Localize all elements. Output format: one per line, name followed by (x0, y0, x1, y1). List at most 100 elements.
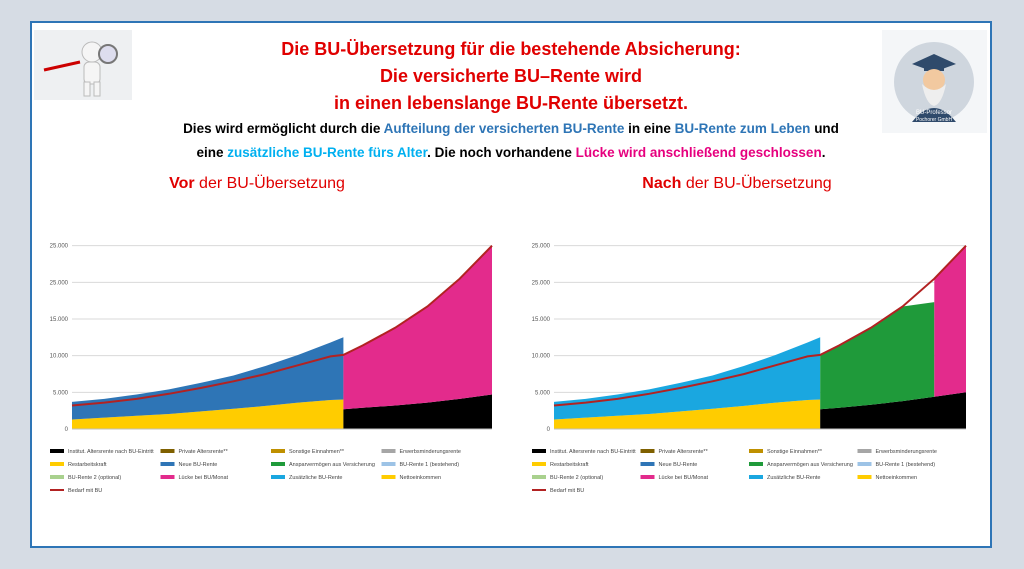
legend-swatch (640, 449, 655, 453)
y-axis: 0 5.000 10.000 15.000 25.000 25.000 (532, 244, 551, 433)
line-bedarf-mit-bu (553, 245, 967, 407)
area-black (820, 392, 966, 429)
y-axis: 0 5.000 10.000 15.000 25.000 25.000 (50, 244, 69, 433)
slide-frame: BU-Professor Pochorer GmbH Die BU-Überse… (30, 21, 992, 548)
legend-swatch (381, 475, 396, 479)
y-tick-label: 10.000 (532, 354, 551, 360)
legend-label: Restarbeitskraft (68, 462, 107, 468)
area-black (343, 394, 492, 429)
legend-swatch (749, 462, 763, 466)
y-tick-label: 5.000 (535, 390, 551, 396)
legend-swatch (381, 449, 396, 453)
legend-label: Lücke bei BU/Monat (659, 475, 709, 481)
panel-title-after: Nach der BU-Übersetzung (552, 175, 922, 193)
legend-swatch (640, 475, 655, 479)
legend-label: Neue BU-Rente (179, 462, 218, 468)
legend-swatch (50, 475, 64, 479)
sub2-e: . (821, 145, 826, 160)
y-tick-label: 25.000 (50, 244, 69, 250)
sub1-d: BU-Rente zum Leben (674, 121, 811, 136)
legend-swatch (50, 449, 64, 453)
area-pink (934, 245, 966, 397)
y-tick-label: 15.000 (50, 317, 69, 323)
panel-title-before-bold: Vor (169, 175, 195, 192)
legend-label: Restarbeitskraft (550, 462, 589, 468)
y-tick-label: 25.000 (532, 280, 551, 286)
legend-label: Private Altersrente** (179, 449, 229, 455)
legend-label: Erwerbsminderungsrente (400, 449, 461, 455)
legend-swatch (532, 462, 546, 466)
legend-label: Bedarf mit BU (68, 488, 102, 494)
sub1-a: Dies wird ermöglicht durch die (183, 121, 384, 136)
chart-after: 0 5.000 10.000 15.000 25.000 25.000 Institut. … (522, 199, 976, 525)
legend-label: BU-Rente 2 (optional) (550, 475, 603, 481)
area-series (72, 245, 492, 429)
chart-before-svg: 0 5.000 10.000 15.000 25.000 25.000 Institut. … (50, 244, 493, 494)
legend-label: Neue BU-Rente (659, 462, 698, 468)
title-line-3: in einen lebenslange BU-Rente übersetzt. (333, 93, 689, 113)
legend-label: Erwerbsminderungsrente (876, 449, 937, 455)
legend-swatch (749, 475, 763, 479)
legend-swatch (50, 462, 64, 466)
professor-avatar-icon: BU-Professor Pochorer GmbH (894, 42, 974, 123)
legend-label: Institut. Altersrente nach BU-Eintritt (68, 449, 154, 455)
logo-text-1: BU-Professor (916, 110, 952, 116)
panel-title-before-rest: der BU-Übersetzung (194, 175, 345, 192)
panel-title-after-bold: Nach (642, 175, 682, 192)
legend-label: Nettoeinkommen (876, 475, 918, 481)
sub2-b: zusätzliche BU-Rente fürs Alter (227, 145, 428, 160)
legend-label: Zusätzliche BU-Rente (767, 475, 821, 481)
panel-title-after-rest: der BU-Übersetzung (681, 175, 832, 192)
line-bedarf-mit-bu (71, 245, 493, 407)
magnifier-figure-image (34, 30, 132, 100)
y-tick-label: 25.000 (532, 244, 551, 250)
y-tick-label: 25.000 (50, 280, 69, 286)
legend-swatch (857, 449, 872, 453)
legend-label: BU-Rente 1 (bestehend) (400, 462, 460, 468)
legend-label: Sonstige Einnahmen** (767, 449, 823, 455)
title-line-1: Die BU-Übersetzung für die bestehende Ab… (281, 39, 741, 59)
sub2-c: . Die noch vorhandene (427, 145, 576, 160)
area-series (554, 245, 966, 429)
subtitle-line-2: eine zusätzliche BU-Rente fürs Alter. Di… (32, 145, 990, 160)
legend-swatch (640, 462, 655, 466)
chart-legend: Institut. Altersrente nach BU-Eintritt Pr… (50, 449, 461, 494)
legend-swatch (857, 475, 872, 479)
legend-swatch (532, 449, 546, 453)
chart-legend: Institut. Altersrente nach BU-Eintritt Pr… (532, 449, 937, 494)
legend-label: Ansparvermögen aus Versicherung (289, 462, 375, 468)
chart-after-svg: 0 5.000 10.000 15.000 25.000 25.000 Institut. … (532, 244, 967, 494)
legend-label: Bedarf mit BU (550, 488, 584, 494)
legend-swatch (532, 475, 546, 479)
sub2-a: eine (196, 145, 228, 160)
sub2-d: Lücke wird anschließend geschlossen (575, 145, 822, 160)
y-tick-label: 0 (547, 427, 551, 433)
area-yellow (554, 399, 821, 429)
sub1-e: und (810, 121, 839, 136)
area-yellow (72, 399, 344, 429)
legend-swatch (160, 462, 175, 466)
legend-label: Sonstige Einnahmen** (289, 449, 345, 455)
legend-label: BU-Rente 1 (bestehend) (876, 462, 936, 468)
y-tick-label: 10.000 (50, 354, 69, 360)
legend-label: Zusätzliche BU-Rente (289, 475, 343, 481)
sub1-c: in eine (624, 121, 675, 136)
y-tick-label: 0 (65, 427, 69, 433)
legend-label: Institut. Altersrente nach BU-Eintritt (550, 449, 636, 455)
y-tick-label: 5.000 (53, 390, 69, 396)
legend-label: Lücke bei BU/Monat (179, 475, 229, 481)
legend-label: Nettoeinkommen (400, 475, 442, 481)
legend-swatch (271, 462, 285, 466)
legend-label: Private Altersrente** (659, 449, 709, 455)
legend-swatch (271, 449, 285, 453)
professor-logo: BU-Professor Pochorer GmbH (882, 30, 987, 133)
subtitle-line-1: Dies wird ermöglicht durch die Aufteilun… (32, 121, 990, 136)
sub1-b: Aufteilung der versicherten BU-Rente (383, 121, 625, 136)
legend-swatch (160, 475, 175, 479)
panel-title-before: Vor der BU-Übersetzung (72, 175, 442, 193)
magnifier-figure-icon (43, 41, 118, 97)
y-tick-label: 15.000 (532, 317, 551, 323)
legend-swatch (271, 475, 285, 479)
area-pink (343, 245, 492, 410)
legend-swatch (160, 449, 175, 453)
